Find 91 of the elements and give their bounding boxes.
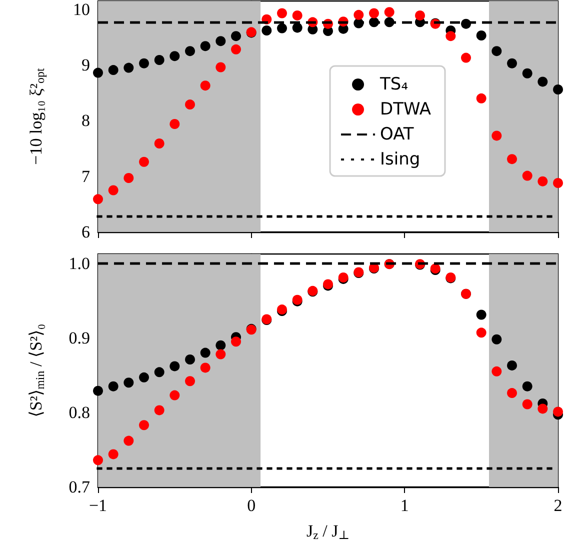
point xyxy=(492,130,502,141)
legend-label: DTWA xyxy=(380,100,432,120)
point xyxy=(492,46,502,56)
y-tick-label: 6 xyxy=(82,222,90,242)
point xyxy=(170,390,180,400)
x-tick-label: 2 xyxy=(554,496,562,515)
y-tick-label: 0.7 xyxy=(68,478,90,496)
legend-label: OAT xyxy=(380,124,414,144)
point xyxy=(185,100,195,110)
point xyxy=(124,173,134,184)
point xyxy=(93,194,103,204)
point xyxy=(200,80,210,91)
y-tick-label: 10 xyxy=(73,0,90,19)
legend-label: TS₄ xyxy=(379,74,408,94)
point xyxy=(124,378,134,388)
point xyxy=(522,399,532,410)
point xyxy=(522,170,532,181)
point xyxy=(277,8,287,18)
point xyxy=(108,449,118,460)
y-axis-title: ⟨S²⟩min / ⟨S²⟩₀ xyxy=(26,324,47,418)
point xyxy=(139,58,149,68)
point xyxy=(476,310,486,320)
y-tick-label: 9 xyxy=(82,56,90,75)
point xyxy=(507,360,517,370)
point xyxy=(108,185,118,196)
point xyxy=(553,84,563,94)
point xyxy=(154,405,164,416)
point xyxy=(93,455,103,466)
point xyxy=(216,62,226,72)
point xyxy=(93,386,103,396)
point xyxy=(231,44,241,54)
point xyxy=(369,8,379,18)
point xyxy=(415,10,425,20)
point xyxy=(492,334,502,344)
x-tick-label: −1 xyxy=(88,496,108,515)
point xyxy=(522,381,532,392)
y-axis-title: −10 log₁₀ ξ²opt xyxy=(26,68,47,165)
point xyxy=(476,30,486,41)
point xyxy=(200,41,210,52)
point xyxy=(154,55,164,65)
point xyxy=(170,119,180,130)
point xyxy=(93,68,103,78)
point xyxy=(538,176,548,186)
y-tick-label: 7 xyxy=(82,166,90,186)
point xyxy=(108,65,118,76)
x-tick-label: 1 xyxy=(400,496,409,515)
point xyxy=(170,361,180,372)
point xyxy=(446,31,456,42)
point xyxy=(216,36,226,46)
point xyxy=(538,76,548,87)
point xyxy=(170,51,180,62)
point xyxy=(108,381,118,392)
point xyxy=(522,68,532,78)
point xyxy=(124,436,134,446)
point xyxy=(216,349,226,360)
point xyxy=(354,10,364,20)
point xyxy=(292,10,302,20)
point xyxy=(553,178,563,188)
point xyxy=(154,367,164,378)
y-tick-label: 0.9 xyxy=(68,328,90,348)
point xyxy=(216,340,226,350)
point xyxy=(292,22,302,33)
point xyxy=(538,404,548,414)
point xyxy=(185,354,195,364)
y-tick-label: 1.0 xyxy=(68,254,90,273)
point xyxy=(139,156,149,167)
point xyxy=(507,154,517,164)
point xyxy=(200,362,210,373)
point xyxy=(154,138,164,148)
point xyxy=(124,62,134,73)
point xyxy=(185,46,195,56)
point xyxy=(461,52,471,63)
point xyxy=(231,31,241,42)
y-tick-label: 8 xyxy=(82,111,90,130)
point xyxy=(492,366,502,376)
point xyxy=(476,93,486,104)
point xyxy=(262,26,272,36)
point xyxy=(277,23,287,34)
y-tick-label: 0.8 xyxy=(68,402,90,422)
point xyxy=(384,7,394,18)
point xyxy=(200,348,210,358)
point xyxy=(139,420,149,430)
point xyxy=(476,328,486,338)
point xyxy=(185,376,195,386)
x-tick-label: 0 xyxy=(247,496,256,515)
point xyxy=(139,372,149,382)
point xyxy=(231,336,241,347)
point xyxy=(507,388,517,398)
point xyxy=(507,58,517,68)
legend-label: Ising xyxy=(380,150,420,170)
point xyxy=(553,406,563,417)
